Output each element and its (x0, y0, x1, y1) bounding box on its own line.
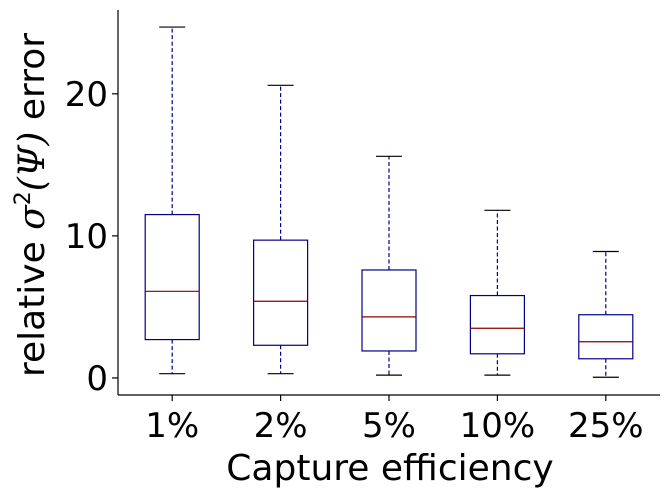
box-group (144, 26, 200, 375)
y-axis-label-prefix: relative (12, 230, 53, 377)
y-tick-label: 20 (65, 75, 108, 115)
y-axis-label-superscript: 2 (11, 191, 36, 205)
y-ticks: 0 10 20 (65, 75, 118, 399)
x-axis-label: Capture efficiency (226, 448, 553, 489)
y-tick-label: 10 (65, 217, 108, 257)
iqr-box (578, 314, 634, 360)
iqr-box (361, 269, 417, 352)
y-axis-label-argument: (Ψ) (12, 132, 53, 192)
x-ticks: 1% 2% 5% 10% 25% (145, 395, 644, 446)
x-tick-label: 5% (362, 406, 416, 446)
box-group (469, 209, 525, 376)
iqr-box (253, 239, 309, 346)
y-axis-label-symbol: σ (12, 204, 53, 230)
box-group (361, 155, 417, 376)
x-tick-label: 1% (145, 406, 199, 446)
y-tick-label: 0 (86, 359, 108, 399)
boxes (144, 26, 634, 378)
x-tick-label: 25% (568, 406, 644, 446)
y-axis-label: relative σ2(Ψ) error (11, 33, 53, 377)
iqr-box (469, 294, 525, 355)
x-tick-label: 2% (254, 406, 308, 446)
box-group (253, 84, 309, 375)
x-tick-label: 10% (460, 406, 536, 446)
iqr-box (144, 213, 200, 341)
y-axis-label-suffix: error (12, 33, 53, 132)
box-group (578, 250, 634, 378)
